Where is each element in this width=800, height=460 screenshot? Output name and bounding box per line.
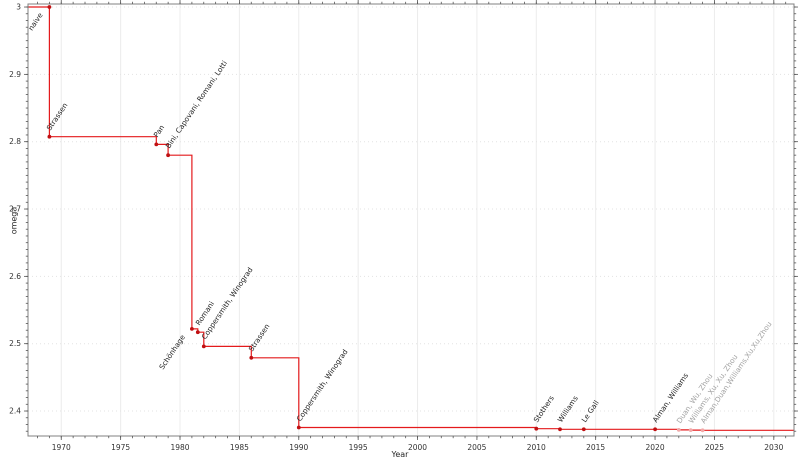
data-point-marker: [47, 5, 52, 9]
data-point-marker: [700, 428, 705, 433]
data-point-marker: [195, 330, 200, 335]
x-axis-title: Year: [391, 450, 409, 459]
data-point-marker: [47, 134, 52, 139]
x-tick-label: 2020: [646, 443, 665, 452]
y-tick-label: 2.6: [9, 272, 21, 281]
plot-spine: [27, 3, 795, 437]
data-point-marker: [676, 428, 681, 432]
data-point-marker: [190, 327, 194, 331]
data-point-marker: [154, 142, 159, 147]
data-point-marker: [653, 427, 657, 432]
y-tick-label: 2.8: [9, 137, 21, 146]
data-point-marker: [558, 427, 562, 432]
data-point-marker: [581, 427, 586, 432]
step-line: [28, 6, 794, 431]
x-tick-label: 2030: [764, 443, 783, 452]
y-tick-label: 2.7: [9, 205, 21, 214]
x-tick-label: 1995: [349, 443, 368, 452]
x-tick-label: 1970: [52, 443, 71, 452]
x-tick-label: 2000: [408, 443, 427, 452]
y-tick-label: 2.4: [9, 407, 21, 416]
data-point-marker: [166, 153, 171, 158]
x-tick-label: 2005: [467, 443, 486, 452]
y-tick-label: 3: [16, 3, 21, 12]
data-point-marker: [534, 426, 539, 431]
data-point-marker: [249, 355, 254, 360]
x-tick-label: 2015: [586, 443, 605, 452]
x-tick-label: 1975: [111, 443, 130, 452]
y-tick-label: 2.9: [9, 70, 21, 79]
x-tick-label: 2010: [527, 443, 546, 452]
data-point-marker: [688, 428, 693, 432]
x-tick-label: 1990: [289, 443, 308, 452]
x-tick-label: 1985: [230, 443, 249, 452]
data-point-marker: [296, 425, 301, 430]
y-axis-title: omega: [9, 206, 19, 235]
x-tick-label: 2025: [705, 443, 724, 452]
y-tick-label: 2.5: [9, 339, 21, 348]
x-tick-label: 1980: [170, 443, 189, 452]
data-point-marker: [201, 344, 206, 349]
